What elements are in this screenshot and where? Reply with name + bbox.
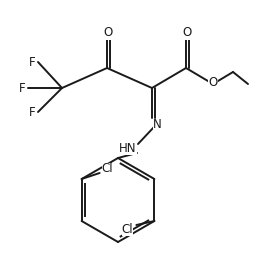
Text: F: F	[19, 82, 25, 94]
Text: N: N	[153, 118, 161, 132]
Text: HN: HN	[119, 141, 137, 155]
Text: Cl: Cl	[102, 163, 113, 175]
Text: F: F	[29, 55, 35, 69]
Text: F: F	[29, 106, 35, 118]
Text: Cl: Cl	[122, 222, 133, 236]
Text: O: O	[208, 77, 218, 90]
Text: O: O	[182, 27, 192, 39]
Text: O: O	[103, 27, 113, 39]
